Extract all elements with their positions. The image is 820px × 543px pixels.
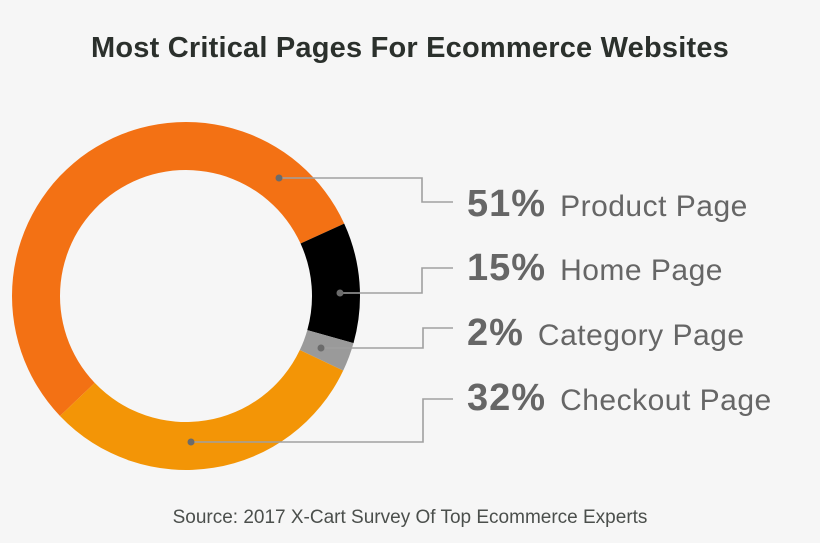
leader-home (340, 267, 453, 294)
leader-dot (275, 174, 283, 182)
leader-category (321, 327, 453, 349)
legend-percent: 51% (467, 183, 547, 225)
legend-label: Home Page (560, 254, 723, 287)
leader-checkout (191, 398, 453, 443)
leader-dot (336, 289, 344, 297)
segment-checkout (59, 350, 344, 470)
legend-item-category: 2% Category Page (467, 312, 745, 355)
legend-percent: 32% (467, 377, 547, 419)
legend-percent: 15% (467, 247, 547, 289)
chart-title: Most Critical Pages For Ecommerce Websit… (90, 32, 730, 64)
donut-ring (11, 121, 360, 470)
legend-label: Checkout Page (560, 384, 772, 417)
source-caption: Source: 2017 X-Cart Survey Of Top Ecomme… (172, 507, 648, 528)
legend-item-home: 15% Home Page (467, 247, 723, 290)
segment-category (299, 330, 354, 371)
legend-item-checkout: 32% Checkout Page (467, 377, 772, 420)
leader-dot (317, 344, 325, 352)
legend-percent: 2% (467, 312, 524, 354)
segment-home (300, 223, 360, 344)
segment-product (11, 121, 345, 416)
legend-item-product: 51% Product Page (467, 183, 748, 226)
legend-label: Category Page (537, 319, 745, 352)
leader-lines (187, 174, 453, 446)
leader-product (279, 177, 453, 203)
legend-label: Product Page (560, 190, 748, 223)
leader-dot (187, 438, 195, 446)
